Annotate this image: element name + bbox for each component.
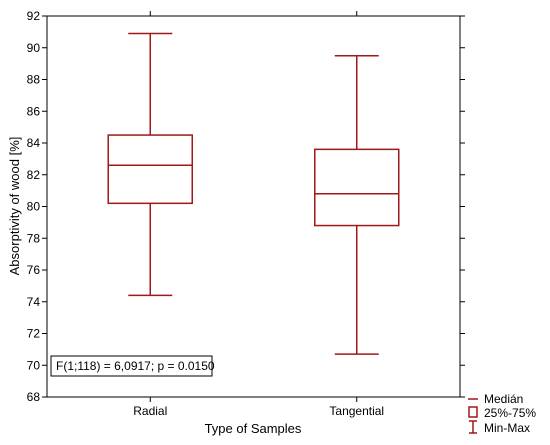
- x-tick-label: Tangential: [329, 404, 384, 418]
- stats-annotation-box: [50, 355, 213, 377]
- y-tick-label: 84: [27, 136, 41, 150]
- legend-whisker-label: Min-Max: [484, 421, 530, 435]
- boxes: [107, 32, 400, 355]
- stats-annotation-text: F(1;118) = 6,0917; p = 0.0150: [56, 359, 215, 373]
- y-axis-title: Absorptivity of wood [%]: [7, 137, 22, 276]
- legend-median-label: Medián: [484, 392, 523, 406]
- y-tick-label: 86: [27, 104, 41, 118]
- x-tick-label: Radial: [133, 404, 167, 418]
- legend-box-symbol: [468, 406, 478, 418]
- y-tick-label: 76: [27, 263, 41, 277]
- y-tick-label: 72: [27, 327, 41, 341]
- y-tick-label: 68: [27, 390, 41, 404]
- y-tick-label: 92: [27, 9, 41, 23]
- box-radial: [107, 32, 193, 297]
- iqr-box: [107, 134, 193, 205]
- y-tick-label: 90: [27, 41, 41, 55]
- y-tick-label: 82: [27, 168, 41, 182]
- stats-annotation: F(1;118) = 6,0917; p = 0.0150: [50, 355, 215, 377]
- iqr-box: [314, 148, 400, 227]
- x-axis: Radial Tangential: [133, 11, 384, 418]
- y-tick-label: 70: [27, 358, 41, 372]
- y-tick-label: 78: [27, 231, 41, 245]
- y-axis: 68 70 72 74 76 78 80 82 84 86 88 90 92: [27, 9, 465, 404]
- legend: Medián 25%-75% Min-Max: [468, 392, 536, 435]
- x-axis-title: Type of Samples: [205, 421, 302, 436]
- legend-box-label: 25%-75%: [484, 406, 536, 420]
- y-tick-label: 74: [27, 295, 41, 309]
- y-tick-label: 80: [27, 200, 41, 214]
- legend-whisker-symbol: [469, 420, 477, 434]
- box-tangential: [314, 54, 400, 355]
- y-tick-label: 88: [27, 73, 41, 87]
